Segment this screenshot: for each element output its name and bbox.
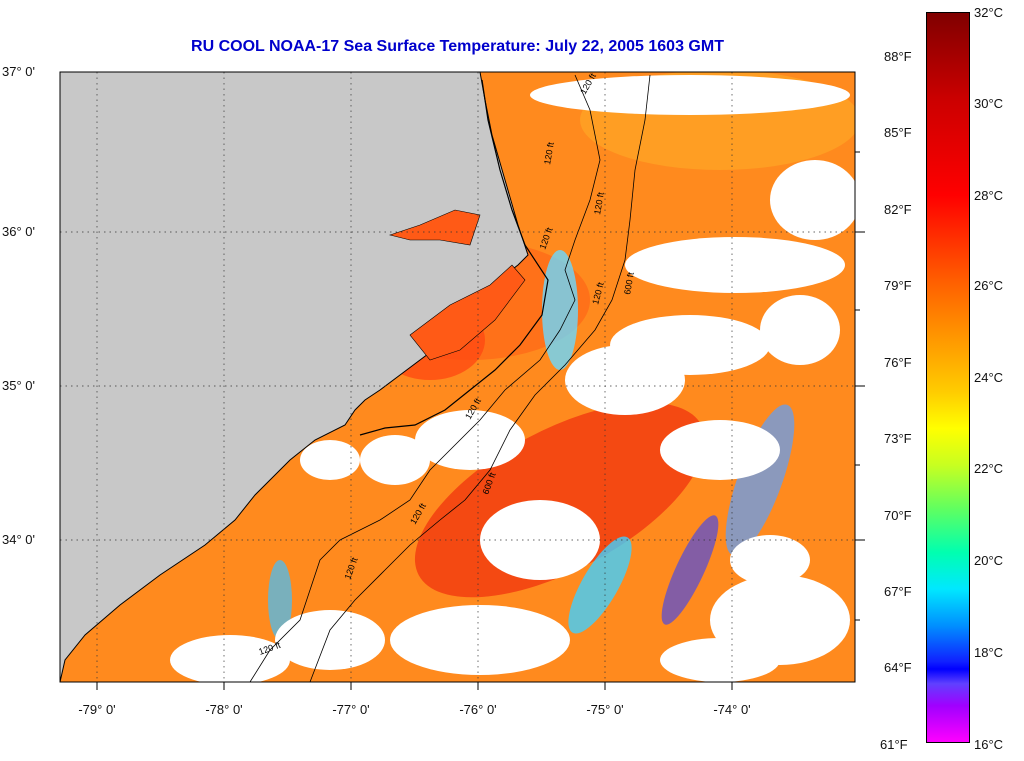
celsius-label: 32°C: [974, 5, 1004, 20]
contour-label: 600 ft: [622, 271, 636, 295]
celsius-label: 24°C: [974, 370, 1004, 385]
lon-label: -76° 0': [459, 702, 497, 717]
contour-label: 120 ft: [542, 141, 556, 165]
fahrenheit-label: 64°F: [884, 660, 912, 675]
fahrenheit-label: 61°F: [880, 737, 908, 752]
lon-label: -78° 0': [205, 702, 243, 717]
lat-label: 35° 0': [2, 378, 35, 393]
cold-filament: [661, 515, 719, 625]
fahrenheit-label: 85°F: [884, 125, 912, 140]
albemarle-sound: [388, 209, 481, 246]
fahrenheit-label: 70°F: [884, 508, 912, 523]
lon-label: -75° 0': [586, 702, 624, 717]
temperature-colorbar: [926, 12, 970, 743]
land-mass: [60, 72, 529, 682]
cold-filament: [542, 250, 578, 370]
fahrenheit-label: 67°F: [884, 584, 912, 599]
lon-label: -74° 0': [713, 702, 751, 717]
celsius-label: 30°C: [974, 96, 1004, 111]
celsius-label: 20°C: [974, 553, 1004, 568]
fahrenheit-label: 79°F: [884, 278, 912, 293]
bathymetry-contours: [249, 74, 651, 682]
contour-label: 120 ft: [592, 191, 606, 215]
lat-label: 34° 0': [2, 532, 35, 547]
lon-label: -77° 0': [332, 702, 370, 717]
lon-label: -79° 0': [78, 702, 116, 717]
barrier-islands: [359, 79, 549, 436]
fahrenheit-label: 82°F: [884, 202, 912, 217]
fahrenheit-label: 88°F: [884, 49, 912, 64]
cold-filament: [268, 560, 292, 640]
cloud-cover: [170, 75, 855, 682]
fahrenheit-label: 76°F: [884, 355, 912, 370]
map-title: RU COOL NOAA-17 Sea Surface Temperature:…: [191, 38, 724, 55]
lat-label: 37° 0': [2, 64, 35, 79]
fahrenheit-label: 73°F: [884, 431, 912, 446]
celsius-label: 28°C: [974, 188, 1004, 203]
map-frame: [59, 71, 856, 683]
graticule: [60, 72, 855, 682]
axis-ticks: [96, 151, 865, 690]
cold-filament: [568, 536, 632, 634]
celsius-label: 22°C: [974, 461, 1004, 476]
celsius-label: 26°C: [974, 278, 1004, 293]
celsius-label: 18°C: [974, 645, 1004, 660]
pamlico-sound: [409, 264, 526, 361]
lat-label: 36° 0': [2, 224, 35, 239]
celsius-label: 16°C: [974, 737, 1004, 752]
